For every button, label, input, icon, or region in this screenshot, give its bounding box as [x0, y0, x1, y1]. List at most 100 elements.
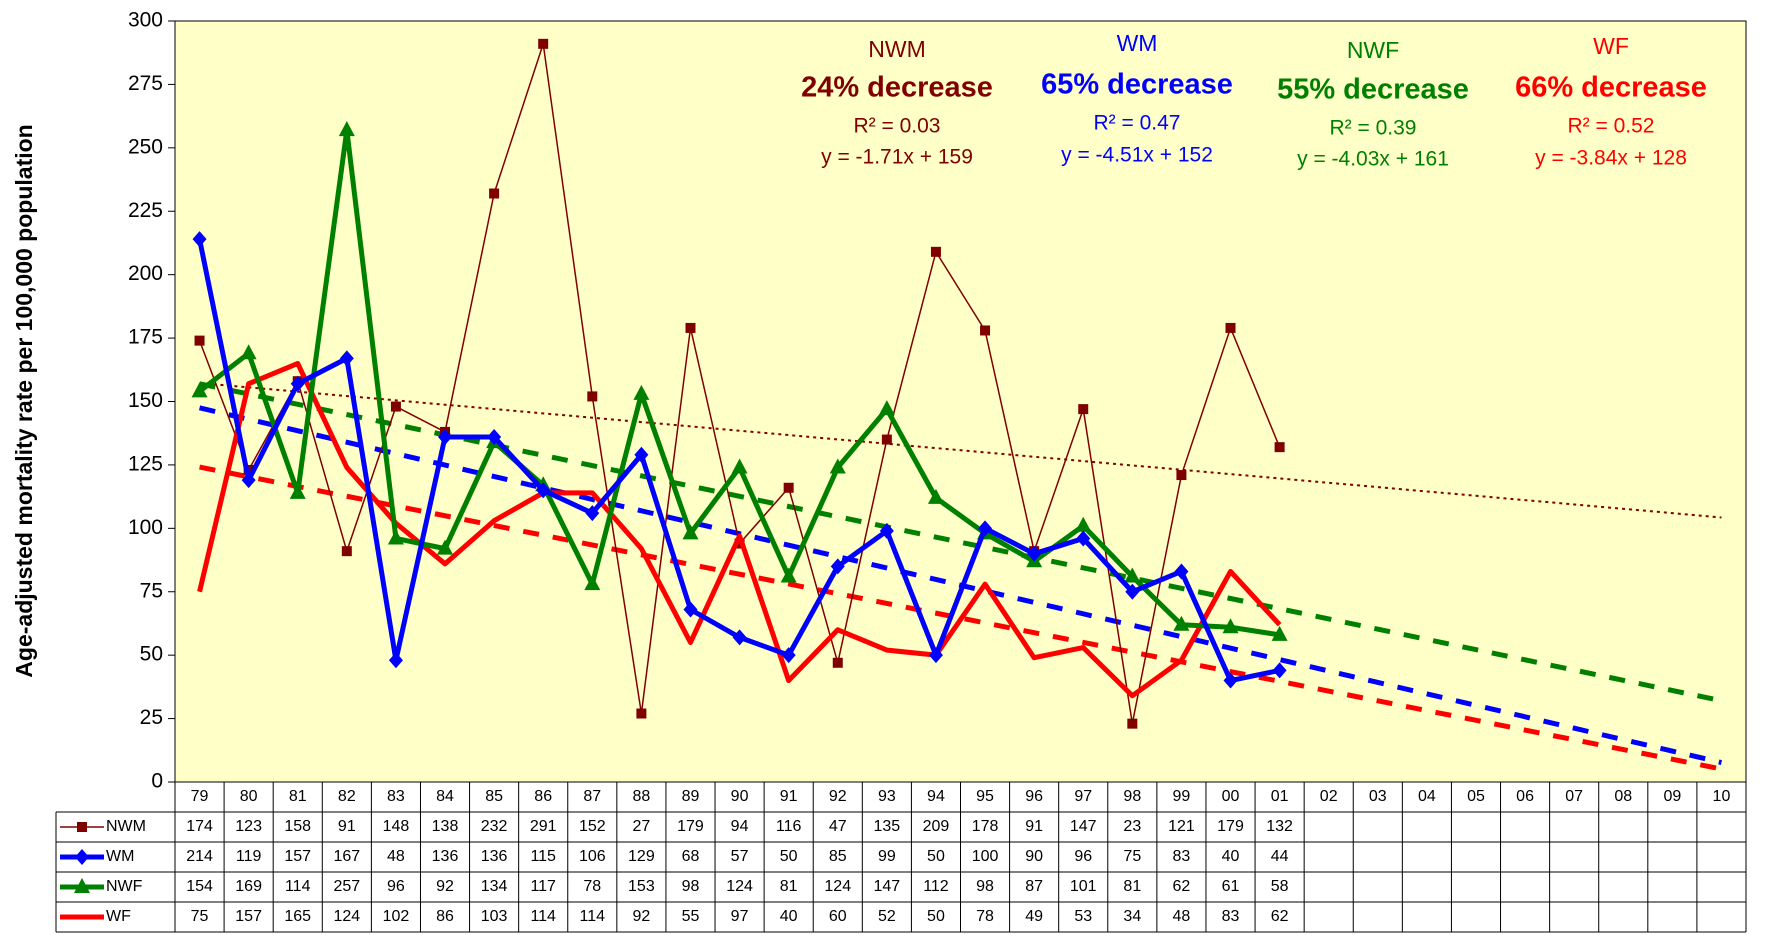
table-cell: 136	[432, 848, 459, 865]
table-cell: 78	[583, 878, 601, 895]
table-cell: 52	[878, 908, 896, 925]
legend-marker	[75, 849, 89, 865]
trend-line	[199, 382, 1722, 519]
table-cell: 48	[1173, 908, 1191, 925]
annotation-r2: R² = 0.47	[1094, 112, 1181, 135]
y-tick-label: 200	[128, 262, 163, 285]
table-cell: 154	[186, 878, 213, 895]
table-cell: 134	[481, 878, 508, 895]
table-cell: 23	[1123, 818, 1141, 835]
x-tick-label: 09	[1663, 788, 1681, 805]
table-cell: 114	[580, 908, 606, 925]
marker	[732, 629, 747, 646]
annotation-name: NWF	[1347, 37, 1399, 63]
table-cell: 62	[1173, 878, 1191, 895]
table-cell: 103	[481, 908, 508, 925]
marker	[191, 382, 208, 398]
x-tick-label: 91	[780, 788, 798, 805]
y-tick-label: 75	[140, 579, 163, 602]
marker	[1078, 404, 1089, 415]
table-cell: 165	[284, 908, 311, 925]
legend-label: WF	[106, 908, 131, 925]
x-tick-label: 95	[976, 788, 994, 805]
table-cell: 94	[731, 818, 749, 835]
x-tick-label: 03	[1369, 788, 1387, 805]
table-cell: 124	[726, 878, 753, 895]
table-cell: 91	[1025, 818, 1043, 835]
marker	[881, 434, 892, 445]
y-tick-label: 50	[140, 643, 163, 666]
x-tick-label: 97	[1074, 788, 1092, 805]
x-tick-label: 04	[1418, 788, 1436, 805]
marker	[339, 350, 354, 367]
plot-area	[174, 20, 1747, 783]
table-cell: 62	[1271, 908, 1289, 925]
marker	[538, 38, 549, 49]
table-cell: 98	[976, 878, 994, 895]
marker	[781, 647, 796, 664]
annotation-name: WF	[1593, 33, 1629, 59]
table-cell: 49	[1025, 908, 1043, 925]
table-cell: 86	[436, 908, 454, 925]
marker	[636, 708, 647, 719]
x-tick-label: 93	[878, 788, 896, 805]
marker	[685, 322, 696, 333]
x-tick-label: 89	[682, 788, 700, 805]
marker	[338, 121, 355, 137]
table-cell: 169	[235, 878, 262, 895]
x-tick-label: 02	[1320, 788, 1338, 805]
table-cell: 83	[1173, 848, 1191, 865]
x-tick-label: 83	[387, 788, 405, 805]
table-cell: 124	[824, 878, 851, 895]
table-cell: 40	[1222, 848, 1240, 865]
marker	[290, 375, 305, 392]
marker	[829, 458, 846, 474]
annotation-equation: y = -3.84x + 128	[1535, 147, 1687, 170]
trend-line	[199, 464, 1722, 772]
annotation-name: NWM	[868, 36, 925, 62]
table-cell: 98	[682, 878, 700, 895]
x-tick-label: 87	[583, 788, 601, 805]
marker	[1125, 583, 1140, 600]
series-line	[197, 360, 1282, 699]
legend-marker	[74, 878, 90, 893]
table-cell: 179	[677, 818, 704, 835]
marker	[780, 567, 797, 583]
trend-line	[199, 381, 1722, 704]
y-tick-label: 300	[128, 9, 163, 32]
marker	[1174, 563, 1189, 580]
y-tick-label: 0	[151, 770, 163, 793]
marker	[783, 482, 794, 493]
annotation-decrease: 65% decrease	[1041, 69, 1233, 101]
table-cell: 50	[780, 848, 798, 865]
marker	[878, 400, 895, 416]
y-tick-label: 150	[128, 389, 163, 412]
annotation-decrease: 55% decrease	[1277, 74, 1469, 106]
marker	[437, 539, 454, 555]
marker	[1076, 530, 1091, 547]
table-cell: 114	[530, 908, 556, 925]
marker	[388, 652, 403, 669]
marker	[683, 601, 698, 618]
marker	[832, 657, 843, 668]
marker	[1173, 615, 1190, 631]
x-tick-label: 99	[1173, 788, 1191, 805]
y-axis-label: Age-adjusted mortality rate per 100,000 …	[11, 124, 37, 677]
table-cell: 214	[186, 848, 213, 865]
table-cell: 92	[436, 878, 454, 895]
table-cell: 116	[776, 818, 802, 835]
table-cell: 114	[285, 878, 311, 895]
y-tick-label: 275	[128, 72, 163, 95]
table-cell: 50	[927, 848, 945, 865]
table-cell: 152	[579, 818, 606, 835]
table-cell: 124	[333, 908, 360, 925]
marker	[1225, 322, 1236, 333]
table-cell: 138	[432, 818, 459, 835]
table-cell: 136	[481, 848, 508, 865]
marker	[1274, 442, 1285, 453]
x-tick-label: 07	[1565, 788, 1583, 805]
marker	[927, 488, 944, 504]
table-cell: 61	[1222, 878, 1240, 895]
x-tick-label: 86	[534, 788, 552, 805]
table-cell: 40	[780, 908, 798, 925]
